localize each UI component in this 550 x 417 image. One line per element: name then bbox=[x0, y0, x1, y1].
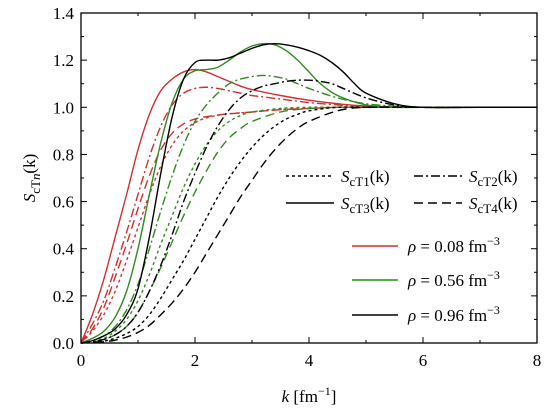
series-line-11-cT4 bbox=[80, 106, 537, 344]
y-tick-label: 0.0 bbox=[53, 334, 74, 353]
legend-entry-cT1: ScT1(k) bbox=[286, 167, 390, 189]
tick-labels: 0 2 4 6 8 0.0 0.2 0.4 0.6 0.8 1.0 1.2 1.4 bbox=[53, 4, 542, 370]
y-tick-label: 1.0 bbox=[53, 98, 74, 117]
series-line-2-cT4 bbox=[80, 106, 537, 344]
legend-entry-rho-096: ρ = 0.96 fm−3 bbox=[352, 303, 500, 325]
series-line-10-cT1 bbox=[80, 106, 537, 344]
x-tick-label: 8 bbox=[533, 351, 542, 370]
series-line-8-cT3 bbox=[80, 42, 537, 344]
legend-label-rho-096: ρ = 0.96 fm−3 bbox=[407, 303, 500, 325]
legend-entry-cT2: ScT2(k) bbox=[414, 167, 518, 189]
axis-ticks bbox=[80, 12, 538, 344]
series-line-1-cT2 bbox=[80, 86, 537, 344]
x-axis-title: k [fm−1] bbox=[282, 384, 337, 406]
curves-layer bbox=[80, 42, 537, 344]
y-tick-label: 0.4 bbox=[53, 240, 75, 259]
legend-label-rho-008: ρ = 0.08 fm−3 bbox=[407, 234, 500, 256]
y-tick-label: 1.4 bbox=[53, 4, 75, 23]
legend-entry-cT4: ScT4(k) bbox=[414, 194, 518, 216]
y-tick-label: 0.2 bbox=[53, 287, 74, 306]
series-line-9-cT2 bbox=[80, 79, 537, 344]
series-line-0-cT3 bbox=[80, 68, 537, 344]
y-tick-label: 1.2 bbox=[53, 51, 74, 70]
x-tick-label: 2 bbox=[191, 351, 200, 370]
y-tick-label: 0.8 bbox=[53, 145, 74, 164]
legend-label-cT4: ScT4(k) bbox=[469, 194, 518, 216]
x-tick-label: 6 bbox=[419, 351, 428, 370]
legend-label-rho-056: ρ = 0.56 fm−3 bbox=[407, 268, 500, 290]
density-legend: ρ = 0.08 fm−3 ρ = 0.56 fm−3 ρ = 0.96 fm−… bbox=[352, 234, 500, 325]
x-tick-label: 4 bbox=[305, 351, 314, 370]
legend-label-cT2: ScT2(k) bbox=[469, 167, 518, 189]
x-tick-label: 0 bbox=[77, 351, 86, 370]
legend-entry-rho-008: ρ = 0.08 fm−3 bbox=[352, 234, 500, 256]
legend-label-cT1: ScT1(k) bbox=[341, 167, 390, 189]
legend-entry-cT3: ScT3(k) bbox=[286, 194, 390, 216]
series-line-5-cT2 bbox=[80, 74, 537, 344]
legend-entry-rho-056: ρ = 0.56 fm−3 bbox=[352, 268, 500, 290]
y-axis-title: ScTn(k) bbox=[20, 154, 43, 203]
line-style-legend: ScT1(k) ScT2(k) ScT3(k) ScT4(k) bbox=[286, 167, 518, 216]
series-line-7-cT4 bbox=[80, 106, 537, 344]
legend-label-cT3: ScT3(k) bbox=[341, 194, 390, 216]
y-tick-label: 0.6 bbox=[53, 193, 74, 212]
